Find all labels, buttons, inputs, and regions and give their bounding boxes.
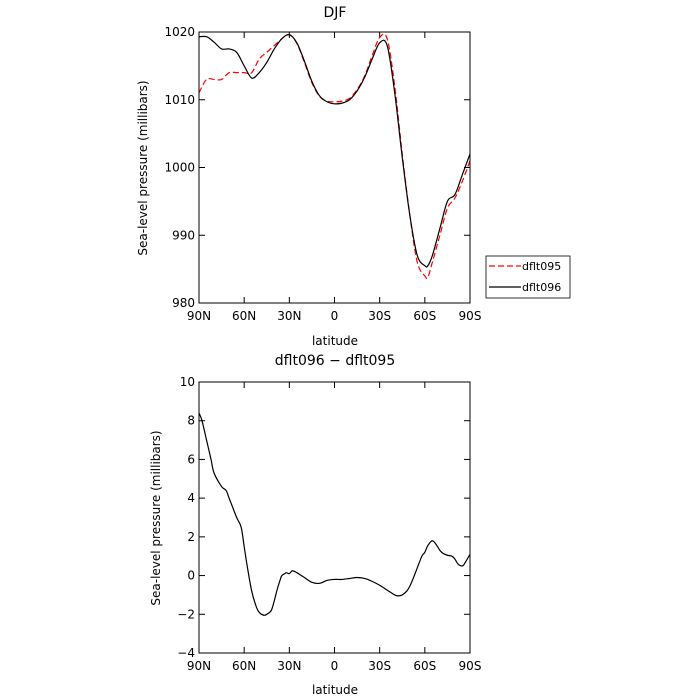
- y-tick-label: 8: [187, 414, 195, 428]
- difference-x-ticks: 90N 60N 30N 0 30S 60S 90S: [187, 382, 482, 673]
- legend-label-dflt095: dflt095: [522, 260, 561, 273]
- y-tick-label: 1000: [164, 161, 195, 175]
- x-tick-label: 30S: [368, 659, 391, 673]
- y-tick-label: 980: [172, 296, 195, 310]
- series-line-dflt095: [198, 33, 471, 280]
- x-tick-label: 0: [331, 309, 339, 323]
- djf-panel: DJF 90N 60N 30N 0 30S 60S 90S 980 990 1000 1010 10…: [136, 5, 571, 348]
- x-tick-label: 90S: [459, 659, 482, 673]
- legend: dflt095 dflt096: [485, 255, 571, 299]
- djf-y-ticks: 980 990 1000 1010 1020: [164, 25, 470, 310]
- djf-plot-frame: [198, 31, 471, 304]
- difference-plot-frame: [198, 381, 471, 654]
- x-tick-label: 90N: [187, 659, 211, 673]
- x-tick-label: 0: [331, 659, 339, 673]
- difference-x-axis-label: latitude: [312, 683, 358, 697]
- y-tick-label: 0: [187, 569, 195, 583]
- x-tick-label: 90S: [459, 309, 482, 323]
- x-tick-label: 60S: [413, 309, 436, 323]
- y-tick-label: 2: [187, 530, 195, 544]
- x-tick-label: 60S: [413, 659, 436, 673]
- x-tick-label: 90N: [187, 309, 211, 323]
- y-tick-label: 990: [172, 228, 195, 242]
- difference-panel: dflt096 − dflt095 90N 60N 30N 0 30S 60S 90S −4…: [149, 353, 481, 697]
- djf-x-ticks: 90N 60N 30N 0 30S 60S 90S: [187, 32, 482, 323]
- difference-chart-title: dflt096 − dflt095: [275, 353, 395, 369]
- y-tick-label: 6: [187, 452, 195, 466]
- y-tick-label: 1020: [164, 25, 195, 39]
- y-tick-label: 10: [180, 375, 195, 389]
- x-tick-label: 30N: [277, 659, 301, 673]
- djf-chart-title: DJF: [324, 5, 347, 21]
- x-tick-label: 30N: [277, 309, 301, 323]
- y-tick-label: −4: [177, 646, 195, 660]
- y-tick-label: −2: [177, 607, 195, 621]
- legend-box: [485, 255, 571, 299]
- djf-x-axis-label: latitude: [312, 334, 358, 348]
- legend-label-dflt096: dflt096: [522, 281, 561, 294]
- x-tick-label: 30S: [368, 309, 391, 323]
- series-line-dflt096: [198, 33, 471, 268]
- series-line-difference: [198, 412, 471, 616]
- y-tick-label: 4: [187, 491, 195, 505]
- y-tick-label: 1010: [164, 93, 195, 107]
- djf-y-axis-label: Sea-level pressure (millibars): [136, 80, 150, 255]
- x-tick-label: 60N: [232, 659, 256, 673]
- difference-y-ticks: −4 −2 0 2 4 6 8 10: [177, 375, 470, 660]
- difference-y-axis-label: Sea-level pressure (millibars): [149, 430, 163, 605]
- x-tick-label: 60N: [232, 309, 256, 323]
